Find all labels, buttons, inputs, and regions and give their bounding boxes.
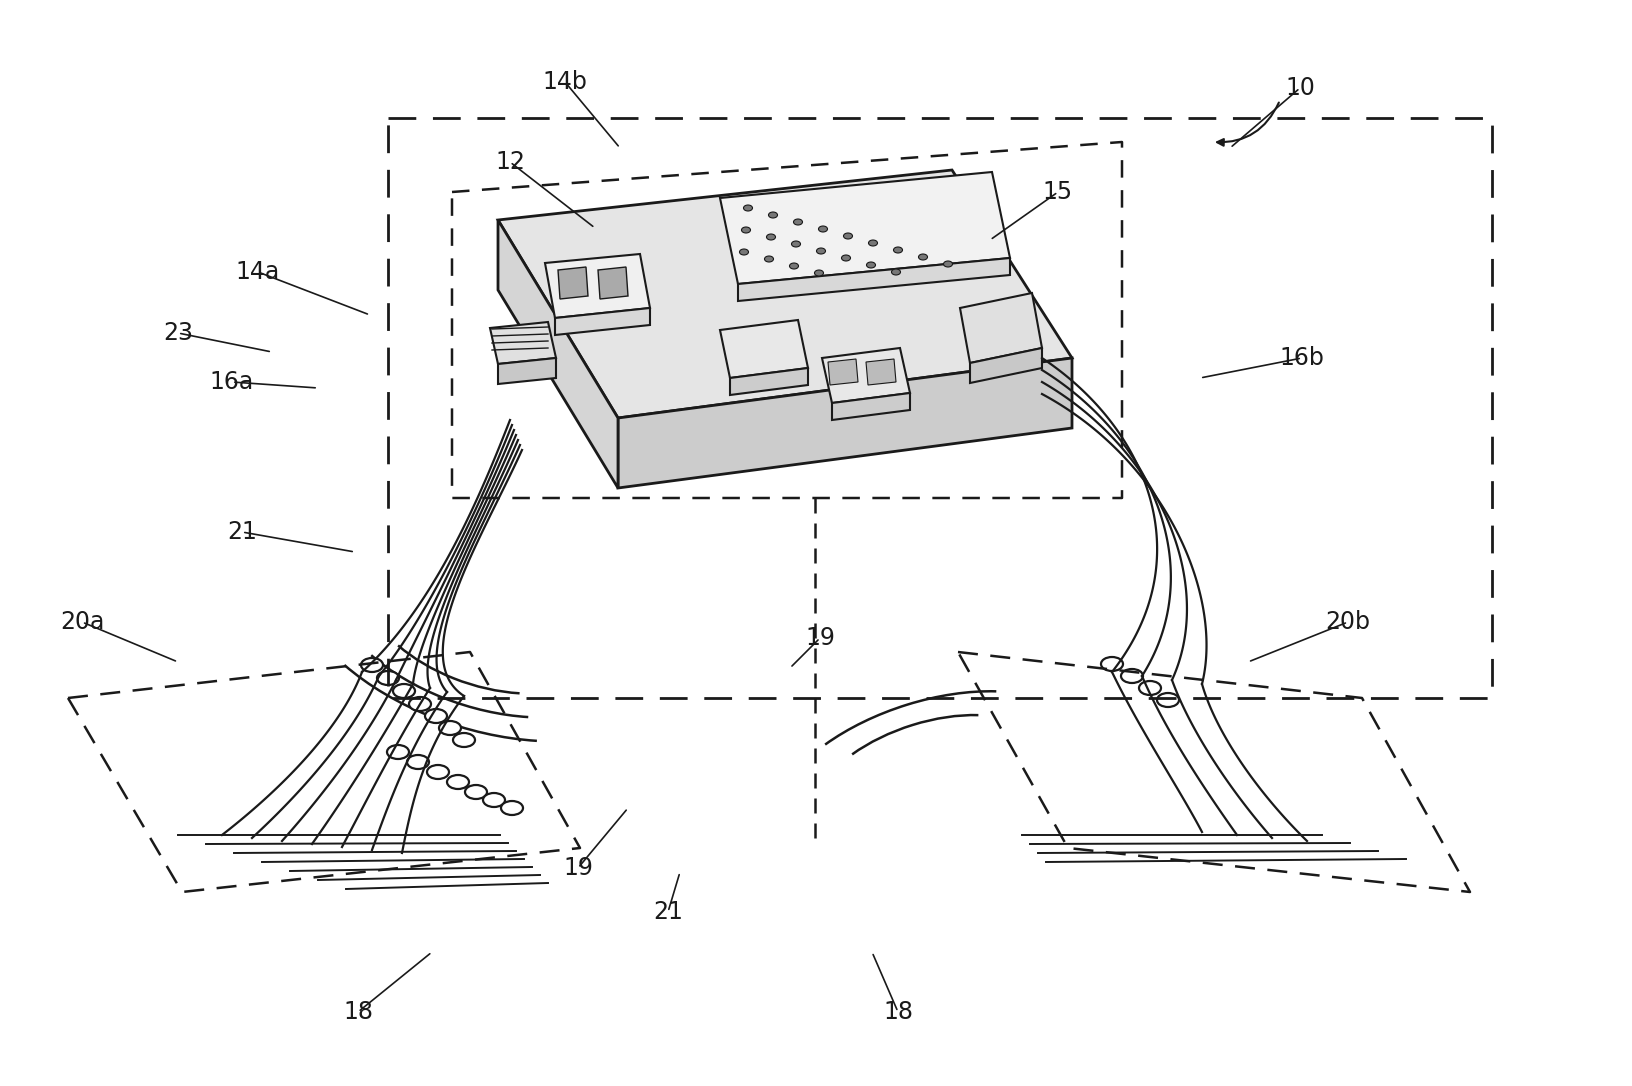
Text: 18: 18 <box>343 1000 374 1024</box>
Polygon shape <box>555 308 650 334</box>
Ellipse shape <box>465 785 486 799</box>
Polygon shape <box>498 220 619 488</box>
Ellipse shape <box>741 227 751 233</box>
Polygon shape <box>720 172 1010 285</box>
Ellipse shape <box>814 270 824 276</box>
Polygon shape <box>823 348 911 403</box>
Text: 20b: 20b <box>1325 610 1371 634</box>
Ellipse shape <box>769 212 777 218</box>
Text: 19: 19 <box>805 626 836 651</box>
Ellipse shape <box>1139 681 1160 695</box>
Polygon shape <box>558 267 588 299</box>
Text: 16b: 16b <box>1279 346 1325 370</box>
Ellipse shape <box>792 241 801 247</box>
Text: 20a: 20a <box>60 610 104 634</box>
Ellipse shape <box>764 256 774 262</box>
Ellipse shape <box>410 697 431 711</box>
Polygon shape <box>597 267 628 299</box>
Polygon shape <box>960 293 1041 363</box>
Ellipse shape <box>744 205 752 211</box>
Ellipse shape <box>1121 669 1142 683</box>
Ellipse shape <box>739 249 749 255</box>
Polygon shape <box>490 323 557 364</box>
Ellipse shape <box>393 684 415 698</box>
Polygon shape <box>545 254 650 318</box>
Ellipse shape <box>424 709 447 723</box>
Ellipse shape <box>790 263 798 269</box>
Text: 21: 21 <box>653 900 682 924</box>
Ellipse shape <box>793 219 803 225</box>
Text: 19: 19 <box>563 856 592 880</box>
Text: 21: 21 <box>227 520 256 544</box>
Ellipse shape <box>377 671 398 685</box>
Text: 16a: 16a <box>211 370 255 394</box>
Ellipse shape <box>844 233 852 239</box>
Ellipse shape <box>943 261 953 267</box>
Ellipse shape <box>439 721 460 735</box>
Ellipse shape <box>501 801 522 814</box>
Ellipse shape <box>867 262 875 268</box>
Polygon shape <box>969 348 1041 383</box>
Polygon shape <box>827 359 858 386</box>
Ellipse shape <box>767 233 775 240</box>
Ellipse shape <box>842 255 850 261</box>
Ellipse shape <box>819 226 827 232</box>
Ellipse shape <box>428 765 449 779</box>
Text: 18: 18 <box>883 1000 912 1024</box>
Text: 15: 15 <box>1043 180 1074 204</box>
Ellipse shape <box>891 269 901 275</box>
Polygon shape <box>738 258 1010 301</box>
Ellipse shape <box>447 775 468 790</box>
Polygon shape <box>867 359 896 386</box>
Ellipse shape <box>483 793 504 807</box>
Ellipse shape <box>893 247 902 253</box>
Polygon shape <box>619 358 1072 488</box>
Ellipse shape <box>919 254 927 260</box>
Text: 12: 12 <box>494 150 526 174</box>
Ellipse shape <box>1102 657 1123 671</box>
Ellipse shape <box>361 658 384 672</box>
Text: 14b: 14b <box>542 70 588 94</box>
Ellipse shape <box>454 733 475 747</box>
Text: 23: 23 <box>163 321 193 345</box>
Polygon shape <box>832 393 911 420</box>
Ellipse shape <box>387 745 410 759</box>
Ellipse shape <box>816 248 826 254</box>
Text: 14a: 14a <box>237 260 281 285</box>
Ellipse shape <box>868 240 878 247</box>
Text: 10: 10 <box>1284 76 1315 100</box>
Ellipse shape <box>406 755 429 769</box>
Polygon shape <box>730 368 808 395</box>
Polygon shape <box>498 171 1072 418</box>
Polygon shape <box>498 358 557 384</box>
Polygon shape <box>720 320 808 378</box>
Ellipse shape <box>1157 693 1178 707</box>
